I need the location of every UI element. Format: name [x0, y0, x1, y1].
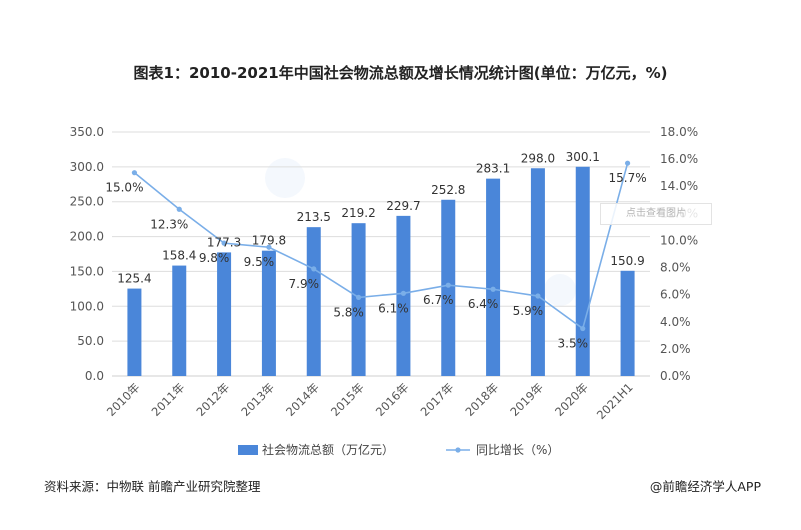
left-tick-label: 250.0 — [70, 195, 104, 209]
bar-value-label: 300.1 — [566, 150, 600, 164]
left-tick-label: 150.0 — [70, 264, 104, 278]
right-tick-label: 0.0% — [660, 369, 691, 383]
bar — [441, 199, 456, 376]
growth-value-label: 7.9% — [289, 277, 320, 291]
growth-point — [624, 160, 631, 166]
bar-value-label: 125.4 — [117, 272, 151, 286]
grid-lines — [112, 131, 650, 377]
right-tick-label: 10.0% — [660, 233, 698, 247]
growth-value-label: 5.8% — [333, 305, 364, 319]
growth-point — [176, 206, 182, 212]
growth-point — [355, 294, 362, 300]
right-axis: 0.0%2.0%4.0%6.0%8.0%10.0%12.0%14.0%16.0%… — [660, 125, 698, 383]
growth-line — [133, 162, 629, 330]
bar-series — [127, 166, 635, 376]
x-tick-label: 2012年 — [193, 380, 232, 419]
brand-note: @前瞻经济学人APP — [649, 479, 761, 494]
legend-line-marker — [455, 447, 461, 453]
growth-point — [400, 290, 407, 296]
left-tick-label: 200.0 — [70, 230, 104, 244]
bar-value-label: 219.2 — [341, 206, 375, 220]
left-tick-label: 0.0 — [85, 369, 104, 383]
bar — [217, 252, 232, 376]
x-tick-label: 2020年 — [552, 380, 591, 419]
bar-value-label: 283.1 — [476, 162, 510, 176]
right-tick-label: 14.0% — [660, 179, 698, 193]
growth-value-label: 6.1% — [378, 301, 409, 315]
growth-point — [445, 282, 451, 288]
left-tick-label: 100.0 — [70, 299, 104, 313]
x-tick-label: 2014年 — [283, 380, 322, 419]
growth-point — [131, 170, 138, 176]
line-labels: 15.0% 12.3% 9.8% 9.5% 7.9% 5.8% 6.1% 6.7% 6.4% 5.… — [105, 171, 646, 350]
bar-value-label: 150.9 — [610, 254, 644, 268]
bar — [261, 250, 276, 376]
bar-value-label: 298.0 — [521, 151, 555, 165]
bar-value-label: 179.8 — [252, 234, 286, 248]
right-tick-label: 8.0% — [660, 261, 691, 275]
bar — [575, 166, 590, 376]
growth-value-label: 9.5% — [244, 255, 275, 269]
growth-value-label: 3.5% — [558, 337, 589, 351]
x-tick-label: 2021H1 — [594, 380, 636, 422]
left-tick-label: 300.0 — [70, 160, 104, 174]
x-tick-label: 2010年 — [104, 380, 143, 419]
bar — [620, 270, 635, 376]
right-tick-label: 18.0% — [660, 125, 698, 139]
source-note: 资料来源：中物联 前瞻产业研究院整理 — [44, 479, 261, 494]
bar-value-label: 229.7 — [386, 199, 420, 213]
bar-labels: 125.4 158.4 177.3 179.8 213.5 219.2 229.7 252.8… — [117, 150, 645, 286]
bar — [172, 265, 187, 376]
growth-point — [535, 293, 541, 299]
bar — [486, 178, 501, 376]
bar-value-label: 213.5 — [297, 210, 331, 224]
legend: 社会物流总额（万亿元） 同比增长（%） — [238, 442, 559, 457]
growth-value-label: 12.3% — [150, 217, 188, 231]
growth-point — [580, 325, 586, 332]
left-axis: 0.0 50.0 100.0 150.0 200.0 250.0 300.0 350.0 — [70, 125, 104, 383]
right-tick-label: 6.0% — [660, 288, 691, 302]
growth-value-label: 9.8% — [199, 251, 230, 265]
x-tick-label: 2013年 — [238, 380, 277, 419]
growth-point — [490, 286, 496, 292]
growth-value-label: 5.9% — [513, 304, 544, 318]
chart-title: 图表1：2010-2021年中国社会物流总额及增长情况统计图(单位：万亿元，%) — [133, 64, 668, 82]
bar — [530, 168, 545, 376]
view-image-badge[interactable]: 点击查看图片 — [600, 203, 712, 225]
right-tick-label: 4.0% — [660, 315, 691, 329]
growth-value-label: 6.7% — [423, 293, 454, 307]
watermark-logo — [265, 158, 576, 306]
left-tick-label: 350.0 — [70, 125, 104, 139]
line-series — [131, 160, 631, 332]
legend-bar-label: 社会物流总额（万亿元） — [262, 442, 394, 457]
bar — [127, 288, 142, 376]
bar — [306, 227, 321, 376]
x-tick-label: 2015年 — [328, 380, 367, 419]
growth-value-label: 15.7% — [609, 171, 647, 185]
growth-point — [221, 240, 227, 246]
growth-point — [311, 266, 317, 272]
bar — [396, 215, 411, 376]
growth-point — [266, 244, 272, 250]
growth-value-label: 6.4% — [468, 297, 499, 311]
x-tick-label: 2017年 — [418, 380, 457, 419]
bar-value-label: 177.3 — [207, 235, 241, 249]
x-tick-label: 2019年 — [507, 380, 546, 419]
legend-line-label: 同比增长（%） — [476, 443, 559, 457]
left-tick-label: 50.0 — [77, 334, 104, 348]
x-axis: 2010年 2011年 2012年 2013年 2014年 2015年 2016年 2017年… — [104, 380, 636, 422]
legend-bar-swatch — [238, 445, 258, 455]
x-tick-label: 2011年 — [149, 380, 188, 419]
growth-value-label: 15.0% — [105, 181, 143, 195]
right-tick-label: 16.0% — [660, 152, 698, 166]
bar-value-label: 158.4 — [162, 249, 196, 263]
x-tick-label: 2018年 — [462, 380, 501, 419]
right-tick-label: 2.0% — [660, 342, 691, 356]
x-tick-label: 2016年 — [373, 380, 412, 419]
bar-value-label: 252.8 — [431, 183, 465, 197]
